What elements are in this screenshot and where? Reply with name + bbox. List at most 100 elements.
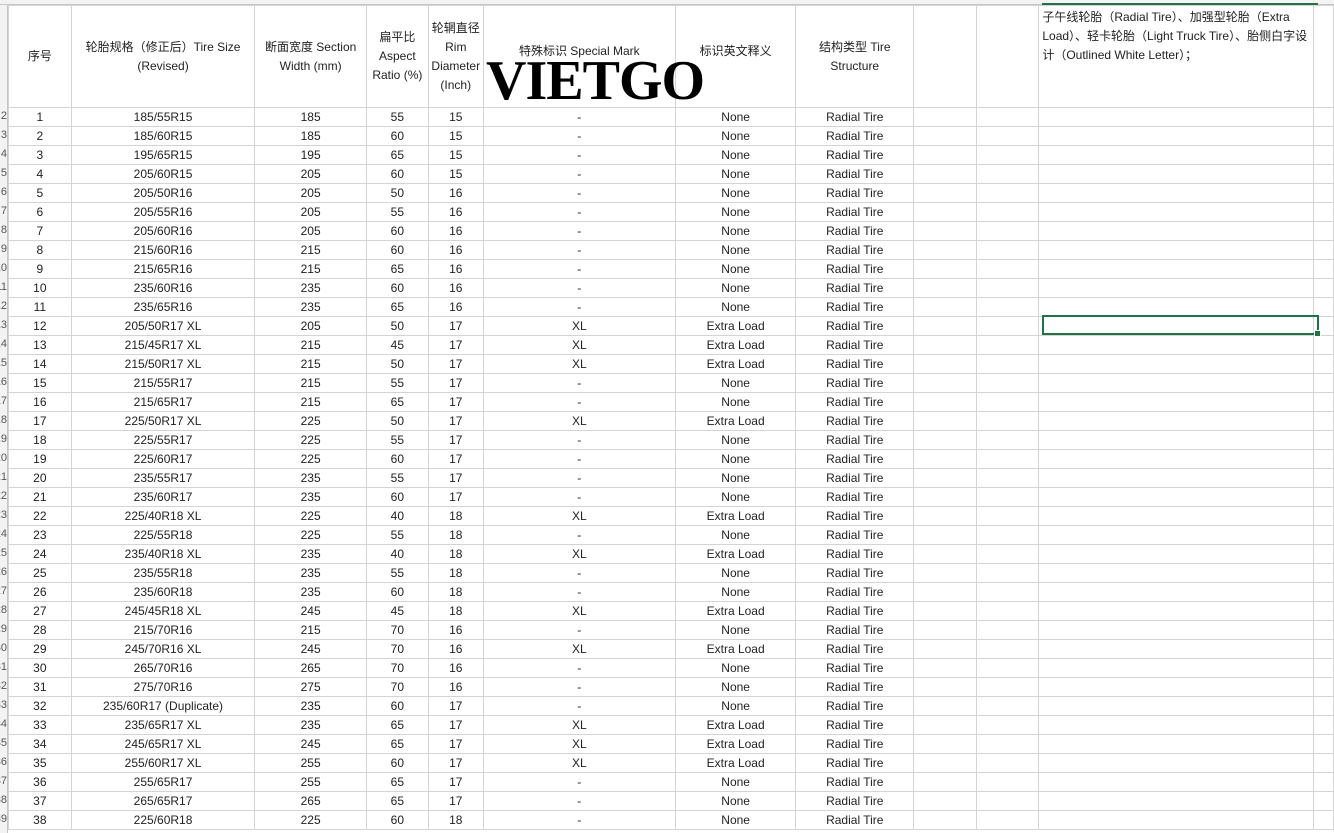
cell-structure[interactable]: Radial Tire: [795, 772, 915, 792]
row-number[interactable]: 19: [0, 433, 7, 445]
cell-section-width[interactable]: 225: [254, 430, 367, 450]
cell-special-mark[interactable]: -: [482, 487, 676, 507]
cell-mark-meaning[interactable]: None: [674, 259, 797, 279]
cell-tire-size[interactable]: 205/60R16: [70, 221, 256, 241]
cell-tire-size[interactable]: 215/70R16: [70, 620, 256, 640]
cell-aspect-ratio[interactable]: 45: [365, 335, 429, 355]
cell-mark-meaning[interactable]: Extra Load: [674, 316, 797, 336]
cell-index[interactable]: 6: [8, 202, 72, 222]
empty-cell[interactable]: [913, 715, 977, 735]
empty-cell[interactable]: [913, 620, 977, 640]
empty-cell[interactable]: [913, 734, 977, 754]
empty-cell[interactable]: [1313, 430, 1334, 450]
empty-cell[interactable]: [1313, 335, 1334, 355]
cell-mark-meaning[interactable]: None: [674, 126, 797, 146]
empty-cell[interactable]: [1313, 772, 1334, 792]
empty-cell[interactable]: [975, 715, 1040, 735]
empty-cell[interactable]: [1038, 392, 1314, 412]
empty-cell[interactable]: [913, 810, 977, 830]
cell-mark-meaning[interactable]: None: [674, 373, 797, 393]
cell-index[interactable]: 13: [8, 335, 72, 355]
empty-cell[interactable]: [913, 240, 977, 260]
cell-mark-meaning[interactable]: None: [674, 221, 797, 241]
empty-cell[interactable]: [975, 145, 1040, 165]
cell-index[interactable]: 37: [8, 791, 72, 811]
empty-cell[interactable]: [1313, 544, 1334, 564]
cell-structure[interactable]: Radial Tire: [795, 259, 915, 279]
cell-rim-diameter[interactable]: 17: [427, 772, 484, 792]
empty-cell[interactable]: [913, 221, 977, 241]
empty-cell[interactable]: [975, 259, 1040, 279]
cell-special-mark[interactable]: -: [482, 525, 676, 545]
cell-mark-meaning[interactable]: None: [674, 240, 797, 260]
cell-structure[interactable]: Radial Tire: [795, 734, 915, 754]
empty-cell[interactable]: [1313, 582, 1334, 602]
cell-mark-meaning[interactable]: None: [674, 449, 797, 469]
empty-cell[interactable]: [975, 601, 1040, 621]
empty-cell[interactable]: [913, 411, 977, 431]
cell-aspect-ratio[interactable]: 55: [365, 525, 429, 545]
cell-structure[interactable]: Radial Tire: [795, 164, 915, 184]
empty-cell[interactable]: [1038, 107, 1314, 127]
row-number[interactable]: 15: [0, 357, 7, 369]
cell-special-mark[interactable]: -: [482, 563, 676, 583]
empty-cell[interactable]: [975, 126, 1040, 146]
empty-cell[interactable]: [913, 297, 977, 317]
cell-section-width[interactable]: 205: [254, 183, 367, 203]
empty-cell[interactable]: [1038, 734, 1314, 754]
cell-rim-diameter[interactable]: 18: [427, 601, 484, 621]
cell-rim-diameter[interactable]: 17: [427, 468, 484, 488]
empty-cell[interactable]: [975, 772, 1040, 792]
cell-rim-diameter[interactable]: 17: [427, 430, 484, 450]
cell-section-width[interactable]: 235: [254, 297, 367, 317]
cell-aspect-ratio[interactable]: 60: [365, 753, 429, 773]
cell-special-mark[interactable]: -: [482, 278, 676, 298]
cell-section-width[interactable]: 225: [254, 506, 367, 526]
empty-cell[interactable]: [975, 544, 1040, 564]
empty-cell[interactable]: [913, 145, 977, 165]
empty-cell[interactable]: [1038, 620, 1314, 640]
empty-cell[interactable]: [913, 544, 977, 564]
cell-aspect-ratio[interactable]: 65: [365, 259, 429, 279]
empty-cell[interactable]: [975, 563, 1040, 583]
cell-mark-meaning[interactable]: Extra Load: [674, 335, 797, 355]
cell-tire-size[interactable]: 225/50R17 XL: [70, 411, 256, 431]
cell-section-width[interactable]: 205: [254, 202, 367, 222]
cell-section-width[interactable]: 245: [254, 601, 367, 621]
cell-special-mark[interactable]: XL: [482, 734, 676, 754]
empty-cell[interactable]: [1038, 582, 1314, 602]
empty-cell[interactable]: [913, 563, 977, 583]
cell-section-width[interactable]: 245: [254, 639, 367, 659]
empty-cell[interactable]: [1038, 639, 1314, 659]
cell-tire-size[interactable]: 195/65R15: [70, 145, 256, 165]
cell-mark-meaning[interactable]: Extra Load: [674, 753, 797, 773]
cell-rim-diameter[interactable]: 18: [427, 544, 484, 564]
cell-tire-size[interactable]: 225/60R18: [70, 810, 256, 830]
empty-cell[interactable]: [975, 354, 1040, 374]
empty-cell[interactable]: [1038, 810, 1314, 830]
empty-cell[interactable]: [1313, 5, 1334, 108]
empty-cell[interactable]: [975, 430, 1040, 450]
empty-cell[interactable]: [1038, 449, 1314, 469]
cell-mark-meaning[interactable]: Extra Load: [674, 734, 797, 754]
cell-tire-size[interactable]: 245/70R16 XL: [70, 639, 256, 659]
empty-cell[interactable]: [1038, 221, 1314, 241]
cell-index[interactable]: 25: [8, 563, 72, 583]
row-number[interactable]: 31: [0, 661, 7, 673]
row-number[interactable]: 4: [0, 148, 7, 160]
cell-special-mark[interactable]: XL: [482, 506, 676, 526]
row-number[interactable]: 34: [0, 718, 7, 730]
empty-cell[interactable]: [1038, 354, 1314, 374]
cell-aspect-ratio[interactable]: 70: [365, 658, 429, 678]
cell-special-mark[interactable]: XL: [482, 411, 676, 431]
cell-index[interactable]: 5: [8, 183, 72, 203]
cell-aspect-ratio[interactable]: 55: [365, 430, 429, 450]
empty-cell[interactable]: [1313, 810, 1334, 830]
cell-structure[interactable]: Radial Tire: [795, 639, 915, 659]
cell-section-width[interactable]: 275: [254, 677, 367, 697]
row-number[interactable]: 33: [0, 699, 7, 711]
empty-cell[interactable]: [1038, 658, 1314, 678]
cell-structure[interactable]: Radial Tire: [795, 373, 915, 393]
empty-cell[interactable]: [913, 791, 977, 811]
cell-special-mark[interactable]: -: [482, 259, 676, 279]
